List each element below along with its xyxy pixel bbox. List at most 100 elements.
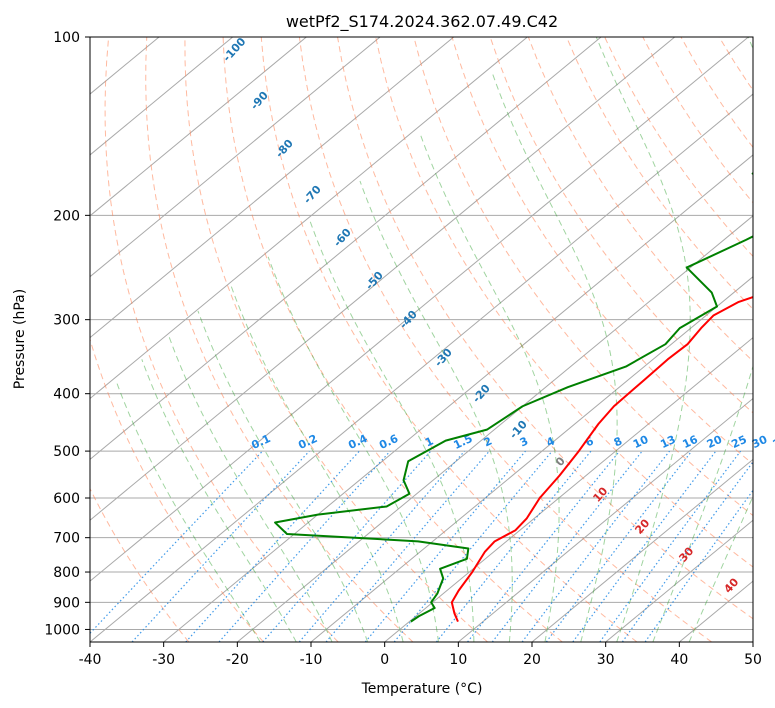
isotherm-line (90, 37, 455, 339)
mixing-ratio-line (467, 450, 620, 642)
dry-adiabat-line (757, 37, 775, 642)
wetbulb-label: 30 (676, 544, 696, 564)
isotherm-line (458, 397, 753, 642)
moist-adiabat-line (652, 37, 753, 642)
dry-adiabat-line (145, 37, 414, 642)
moist-adiabat-line (688, 495, 753, 642)
isotherm-line (90, 37, 602, 461)
wetbulb-label: -30 (432, 346, 455, 370)
dry-adiabat-line (337, 37, 753, 620)
x-tick-label: -20 (226, 652, 249, 668)
y-tick-label: 500 (53, 444, 80, 460)
moist-adiabat-line (595, 37, 691, 642)
y-tick-label: 700 (53, 531, 80, 547)
mixing-ratio-label: 30 (750, 433, 770, 451)
mixing-ratio-line (644, 489, 753, 642)
wetbulb-label: 10 (590, 484, 610, 504)
mixing-ratio-label: 10 (631, 433, 651, 451)
mixing-ratio-label: 16 (681, 433, 701, 451)
isotherm-line (605, 519, 753, 642)
dry-adiabat-line (222, 37, 563, 642)
moist-adiabat-line (115, 380, 261, 642)
isotherm-line (237, 215, 753, 642)
mixing-ratio-label: 8 (612, 434, 624, 449)
mixing-ratio-line (325, 450, 490, 642)
isotherm-line (90, 93, 753, 642)
mixing-ratio-line (545, 450, 693, 642)
y-tick-label: 1000 (44, 622, 80, 638)
y-tick-label: 200 (53, 208, 80, 224)
wetbulb-label: -90 (248, 89, 271, 113)
x-tick-label: -10 (300, 652, 323, 668)
dry-adiabat-line (104, 37, 339, 642)
wetbulb-label: -20 (470, 382, 493, 406)
isotherm-line (752, 641, 753, 642)
mixing-ratio-line (262, 450, 432, 642)
grid-layer (0, 37, 775, 642)
y-axis-label: Pressure (hPa) (12, 289, 28, 389)
dry-adiabat-line (184, 37, 488, 642)
mixing-ratio-line (521, 450, 671, 642)
x-axis-label: Temperature (°C) (361, 681, 483, 697)
y-axis: 100 200 300 400 500 600 700 800 900 1000 (44, 30, 90, 638)
y-tick-label: 400 (53, 387, 80, 403)
mixing-ratio-line (298, 450, 465, 642)
isotherm-line (0, 37, 12, 642)
moist-adiabat-line (419, 132, 560, 642)
moist-adiabat-line (197, 310, 369, 642)
mixing-ratio-line (435, 450, 592, 642)
mixing-ratio-line (393, 450, 553, 642)
mixing-ratio-label: 36 (771, 433, 775, 451)
dry-adiabat-line (451, 37, 753, 465)
x-tick-label: 50 (744, 652, 762, 668)
temperature-profile-line (450, 295, 753, 623)
y-tick-label: 600 (53, 491, 80, 507)
dry-adiabat-line (375, 37, 753, 568)
dry-adiabat-line (90, 487, 190, 642)
mixing-ratio-label: 0.4 (346, 432, 369, 452)
moist-adiabat-line (168, 336, 333, 642)
dry-adiabat-line (718, 37, 753, 91)
dry-adiabat-line (298, 37, 713, 642)
dry-adiabat-line (680, 37, 753, 149)
x-axis: -40 -30 -20 -10 0 10 20 30 40 50 (79, 642, 762, 668)
dry-adiabat-line (489, 37, 753, 414)
mixing-ratio-label: 20 (705, 433, 725, 451)
mixing-ratio-line (185, 450, 360, 642)
isotherm-line (163, 154, 753, 642)
x-tick-label: -30 (152, 652, 175, 668)
wetbulb-label: -70 (301, 183, 324, 207)
y-tick-label: 300 (53, 313, 80, 329)
isotherm-line (90, 37, 676, 521)
y-tick-label: 800 (53, 565, 80, 581)
moist-adiabat-line (491, 72, 618, 642)
x-tick-label: 40 (670, 652, 688, 668)
x-tick-label: -40 (79, 652, 102, 668)
mixing-ratio-label: 25 (729, 433, 748, 451)
mixing-ratio-line (90, 450, 263, 635)
moist-adiabat-line (359, 180, 513, 642)
isotherm-line (90, 37, 749, 582)
mixing-ratio-line (131, 450, 310, 642)
mixing-ratio-line (364, 450, 526, 642)
mixing-ratio-line (572, 450, 717, 642)
isotherm-line (90, 37, 528, 400)
dewpoint-profile-line (274, 172, 753, 623)
mixing-ratio-line (599, 450, 742, 642)
moist-adiabat-line (309, 221, 475, 642)
wetbulb-label: -50 (363, 269, 386, 293)
isotherm-line (384, 336, 753, 642)
chart-title: wetPf2_S174.2024.362.07.49.C42 (286, 12, 558, 32)
y-tick-label: 100 (53, 30, 80, 46)
mixing-ratio-line (621, 460, 753, 642)
dry-adiabat-line (260, 37, 638, 642)
dry-adiabat-line (90, 337, 264, 642)
isotherm-line (90, 37, 381, 278)
isotherm-line (90, 37, 307, 217)
moist-adiabat-line (267, 256, 439, 642)
plot-frame (89, 36, 754, 643)
x-tick-label: 10 (449, 652, 467, 668)
